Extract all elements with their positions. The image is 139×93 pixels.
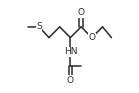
Text: S: S [36,22,42,31]
Text: O: O [88,33,95,42]
Text: O: O [67,76,74,85]
Text: O: O [78,8,85,17]
Text: HN: HN [64,47,77,56]
